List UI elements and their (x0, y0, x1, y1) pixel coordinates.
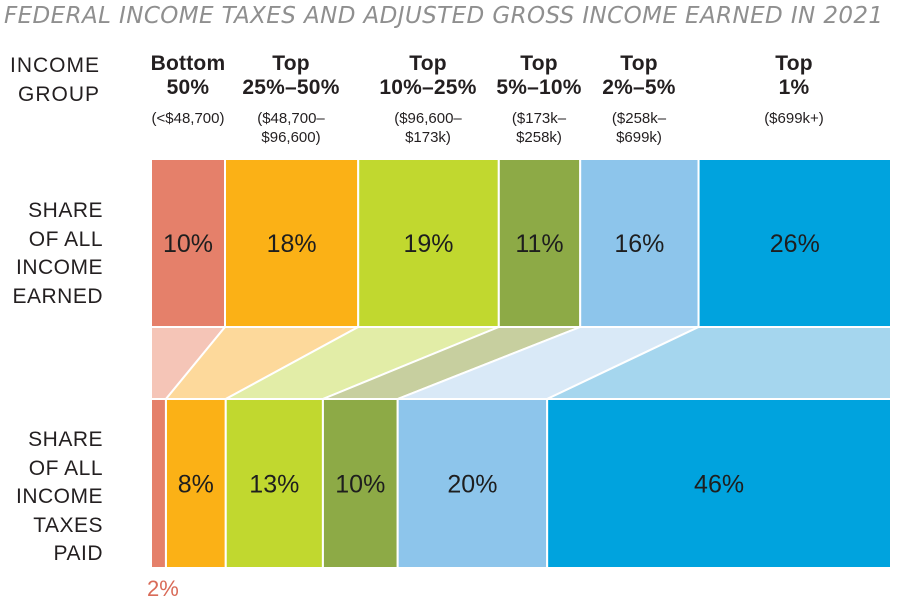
column-header-bottom-50: Bottom 50% (<$48,700) (113, 52, 263, 128)
income-segment-top-10-25 (357, 158, 500, 328)
bottom-50-tax-label: 2% (147, 576, 179, 601)
group-label: Top 5%–10% (496, 52, 582, 99)
income-value-bottom-50: 10% (163, 230, 213, 258)
group-range: ($699k+) (764, 110, 824, 127)
group-range: ($258k– $699k) (611, 110, 667, 146)
income-segment-top-25-50 (224, 158, 360, 328)
tax-value-top-1: 46% (694, 471, 744, 499)
column-header-top-10-25: Top 10%–25% ($96,600– $173k) (353, 52, 503, 147)
income-segment-top-2-5 (579, 158, 700, 328)
tax-value-top-5-10: 10% (335, 471, 385, 499)
group-label: Top 25%–50% (242, 52, 340, 99)
income-value-top-2-5: 16% (614, 230, 664, 258)
tax-segment-top-25-50 (164, 398, 227, 569)
tax-value-top-25-50: 8% (178, 471, 214, 499)
group-label: Top 2%–5% (602, 52, 676, 99)
income-segment-top-1 (697, 158, 892, 328)
income-segment-top-5-10 (497, 158, 582, 328)
income-group-axis-label: INCOME GROUP (10, 54, 100, 106)
column-header-top-2-5: Top 2%–5% ($258k– $699k) (564, 52, 714, 147)
income-value-top-5-10: 11% (515, 230, 563, 258)
income-value-top-1: 26% (770, 230, 820, 258)
group-range: ($173k– $258k) (511, 110, 567, 146)
tax-segment-top-5-10 (321, 398, 399, 569)
group-range: ($96,600– $173k) (394, 110, 462, 146)
chart-title: FEDERAL INCOME TAXES AND ADJUSTED GROSS … (4, 3, 884, 29)
column-header-top-5-10: Top 5%–10% ($173k– $258k) (464, 52, 614, 147)
income-earned-row-label: SHARE OF ALL INCOME EARNED (12, 199, 103, 308)
taxes-paid-row-label: SHARE OF ALL INCOME TAXES PAID (16, 428, 103, 565)
tax-segment-bottom-50 (150, 398, 167, 569)
tax-value-top-10-25: 13% (249, 471, 299, 499)
column-header-top-25-50: Top 25%–50% ($48,700– $96,600) (216, 52, 366, 147)
income-value-top-25-50: 18% (267, 230, 317, 258)
group-range: ($48,700– $96,600) (257, 110, 325, 146)
group-range: (<$48,700) (151, 110, 225, 127)
group-label: Top 10%–25% (379, 52, 477, 99)
group-label: Top 1% (775, 52, 813, 99)
column-header-top-1: Top 1% ($699k+) (719, 52, 869, 128)
tax-segment-top-10-25 (224, 398, 324, 569)
tax-segment-top-1 (546, 398, 892, 569)
income-segment-bottom-50 (150, 158, 226, 328)
tax-value-top-2-5: 20% (447, 471, 497, 499)
income-value-top-10-25: 19% (403, 230, 453, 258)
group-label: Bottom 50% (150, 52, 226, 99)
tax-segment-top-2-5 (396, 398, 549, 569)
